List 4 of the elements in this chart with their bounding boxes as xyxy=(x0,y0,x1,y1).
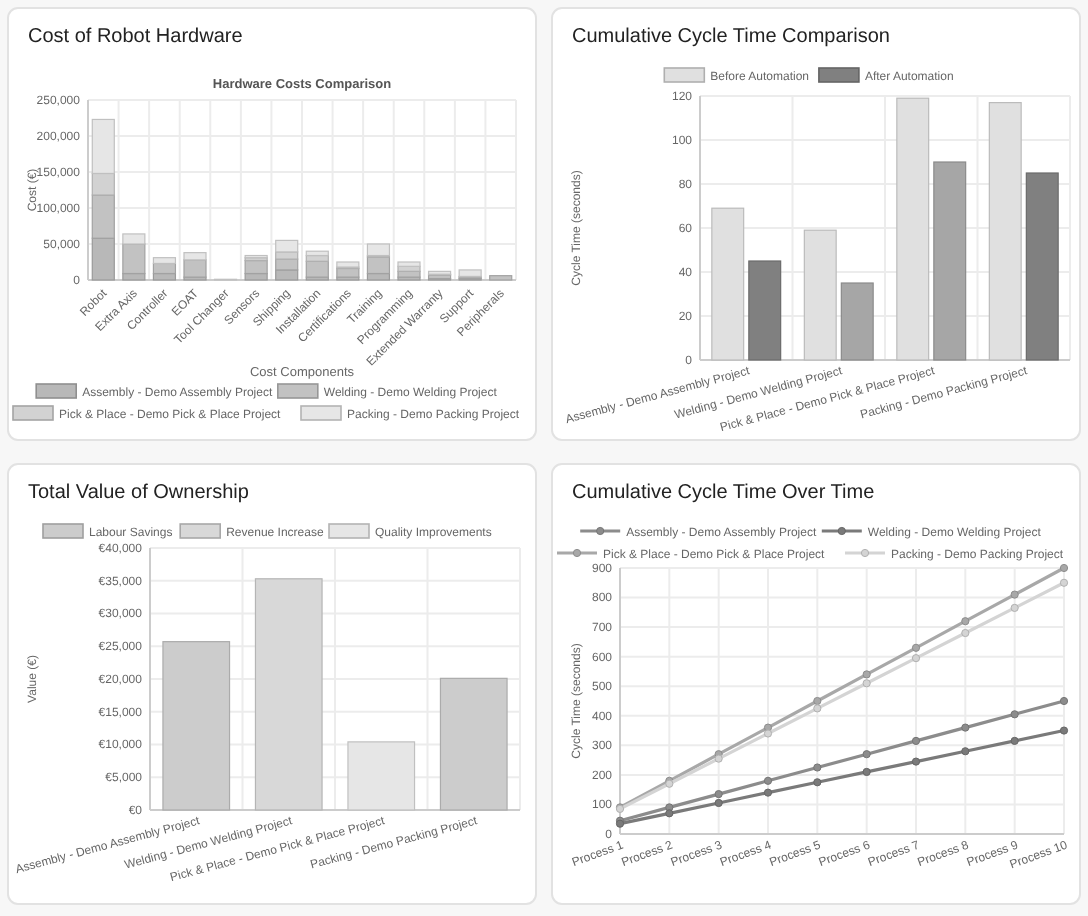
chart-title: Cost of Robot Hardware xyxy=(28,26,244,48)
chart-title: Total Value of Ownership xyxy=(28,482,250,504)
chart-title: Cumulative Cycle Time Over Time xyxy=(572,482,876,504)
chart-title: Cumulative Cycle Time Comparison xyxy=(572,26,890,48)
